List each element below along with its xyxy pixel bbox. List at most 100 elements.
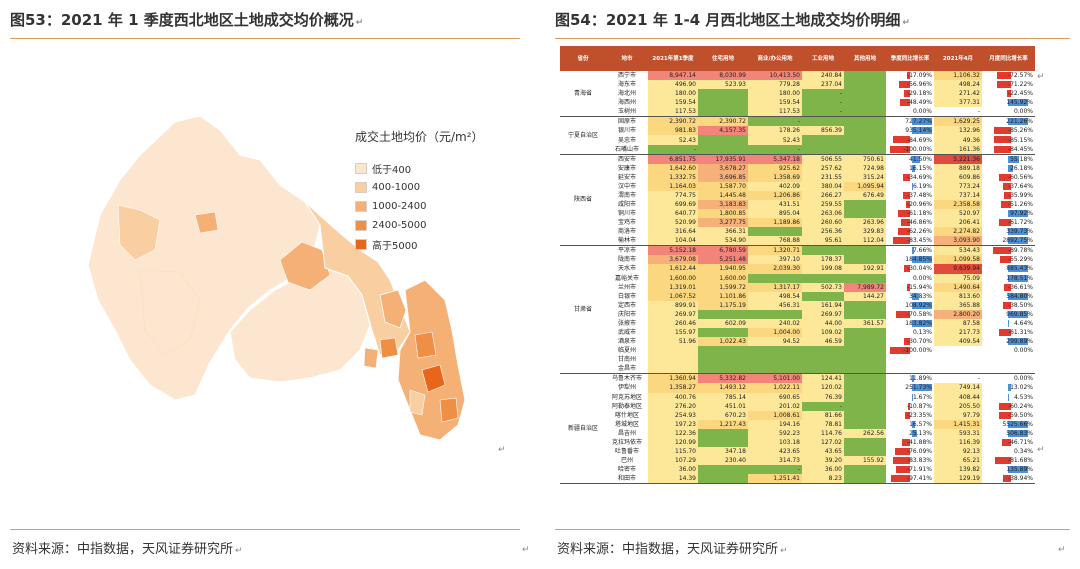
price-cell-oth xyxy=(844,401,886,411)
price-cell-q1: 5,152.18 xyxy=(648,245,698,256)
yoy-cell-my: 97.92% xyxy=(982,209,1035,218)
yoy-bar xyxy=(904,90,910,98)
price-cell-ind: 95.61 xyxy=(802,236,844,247)
yoy-cell-qy: 935.14% xyxy=(886,126,934,135)
april-price-cell: 75.09 xyxy=(934,273,982,283)
yoy-cell-my: -72.57% xyxy=(982,71,1035,80)
table-row: 商洛市 316.64 366.31 256.36 329.83 -62.26% 2,274.… xyxy=(560,227,1035,237)
price-cell-res xyxy=(698,346,748,356)
price-cell-res: 785.14 xyxy=(698,392,748,402)
price-cell-com: 52.43 xyxy=(748,135,802,145)
price-cell-res: 1,940.95 xyxy=(698,264,748,274)
price-cell-ind: - xyxy=(802,401,844,411)
yoy-cell-my: -35.99% xyxy=(982,191,1035,200)
yoy-value: -71.91% xyxy=(906,466,932,474)
yoy-cell-my: 13.02% xyxy=(982,383,1035,392)
yoy-bar xyxy=(1001,439,1011,446)
region-ningxia xyxy=(379,289,407,329)
yoy-bar xyxy=(999,256,1011,264)
yoy-bar xyxy=(907,402,910,410)
price-cell-oth xyxy=(844,71,886,81)
price-cell-res: 1,600.00 xyxy=(698,273,748,283)
price-cell-com: 1,004.00 xyxy=(748,328,802,338)
price-cell-res: 1,175.19 xyxy=(698,300,748,310)
price-cell-q1: 2,390.72 xyxy=(648,116,698,127)
yoy-value: 13.02% xyxy=(1010,384,1033,392)
april-price-cell: 217.73 xyxy=(934,328,982,338)
yoy-cell-qy: -41.88% xyxy=(886,438,934,447)
yoy-value: 251.73% xyxy=(905,384,932,392)
yoy-bar xyxy=(993,127,1011,135)
yoy-cell-my xyxy=(982,355,1035,364)
price-cell-ind: 259.55 xyxy=(802,199,844,210)
yoy-cell-qy: 183.82% xyxy=(886,319,934,328)
region-shaanxi-c xyxy=(409,389,426,416)
price-cell-oth: 750.61 xyxy=(844,154,886,164)
price-cell-oth xyxy=(844,419,886,429)
city-cell: 昌吉州 xyxy=(617,429,636,437)
city-cell: 西宁市 xyxy=(617,72,636,80)
table-row: 海东市 496.90 523.93 779.28 237.04 -56.96% 498.24… xyxy=(560,80,1035,90)
yoy-cell-my: 178.51% xyxy=(982,274,1035,283)
yoy-value: -72.57% xyxy=(1007,72,1033,80)
yoy-value: -97.41% xyxy=(906,475,932,483)
yoy-bar xyxy=(994,145,1011,153)
yoy-cell-qy: -100.00% xyxy=(886,144,934,155)
yoy-bar xyxy=(1008,118,1028,126)
yoy-cell-qy: -71.91% xyxy=(886,465,934,474)
price-cell-q1: 115.70 xyxy=(648,447,698,457)
yoy-bar xyxy=(998,219,1011,227)
city-cell: 吴忠市 xyxy=(617,136,636,144)
price-cell-res: 6,780.59 xyxy=(698,245,748,256)
yoy-bar xyxy=(999,411,1011,419)
yoy-bar xyxy=(1003,191,1011,199)
yoy-value: 0.00% xyxy=(1013,375,1033,383)
yoy-bar xyxy=(905,200,910,208)
april-price-cell xyxy=(934,364,982,375)
price-cell-ind: 260.60 xyxy=(802,218,844,228)
table-row: 阿勒泰地区 276.20 451.01 201.02- -10.87% 205.50 -60… xyxy=(560,401,1035,411)
yoy-cell-my: 145.92% xyxy=(982,98,1035,107)
price-cell-q1: 496.90 xyxy=(648,80,698,90)
city-cell: 阿勒泰地区 xyxy=(611,402,642,410)
yoy-bar xyxy=(903,173,910,181)
yoy-cell-my: -38.94% xyxy=(982,474,1035,485)
table-row: 庆阳市 269.97 269.97 -70.58% 2,800.20 969.85% xyxy=(560,309,1035,319)
yoy-cell-my: 299.89% xyxy=(982,337,1035,346)
yoy-cell-qy xyxy=(886,364,934,375)
city-cell: 吐鲁番市 xyxy=(614,448,639,456)
yoy-bar xyxy=(893,457,910,465)
yoy-bar xyxy=(912,384,932,392)
figure-54: 图54：2021 年 1-4 月西北地区土地成交均价明细 ↵ 省份 地市 2021… xyxy=(545,0,1080,569)
yoy-value: 184.85% xyxy=(905,256,932,264)
price-cell-res: 5,332.82 xyxy=(698,373,748,384)
yoy-cell-qy: -70.58% xyxy=(886,310,934,319)
city-cell: 铜川市 xyxy=(617,210,636,218)
yoy-value: 135.89% xyxy=(1006,466,1033,474)
yoy-value: 299.89% xyxy=(1006,338,1033,346)
city-cell: 塔城地区 xyxy=(614,420,639,428)
legend-label: 400-1000 xyxy=(372,182,421,193)
city-cell: 阿克苏地区 xyxy=(611,393,642,401)
city-cell: 玉树州 xyxy=(606,107,648,118)
yoy-value: -89.78% xyxy=(1007,247,1033,255)
legend-swatch xyxy=(355,239,367,250)
table-row: 金昌市 xyxy=(560,364,1035,375)
yoy-cell-my: 55.18% xyxy=(982,154,1035,164)
yoy-bar xyxy=(996,81,1011,89)
yoy-value: -62.26% xyxy=(906,228,932,236)
price-cell-ind: 161.94 xyxy=(802,300,844,310)
yoy-bar xyxy=(890,145,910,153)
price-cell-res: 2,390.72 xyxy=(698,116,748,127)
april-price-cell: 408.44 xyxy=(934,392,982,402)
source-rule xyxy=(555,529,1070,530)
paragraph-mark-icon: ↵ xyxy=(1058,545,1066,555)
yoy-cell-qy: 16.57% xyxy=(886,420,934,429)
april-price-cell: 409.54 xyxy=(934,337,982,347)
yoy-cell-qy: -84.69% xyxy=(886,135,934,144)
price-cell-oth xyxy=(844,300,886,310)
yoy-value: -38.50% xyxy=(1007,301,1033,309)
yoy-value: 0.00% xyxy=(1013,347,1033,355)
yoy-bar xyxy=(1008,292,1028,300)
price-cell-oth xyxy=(844,438,886,448)
